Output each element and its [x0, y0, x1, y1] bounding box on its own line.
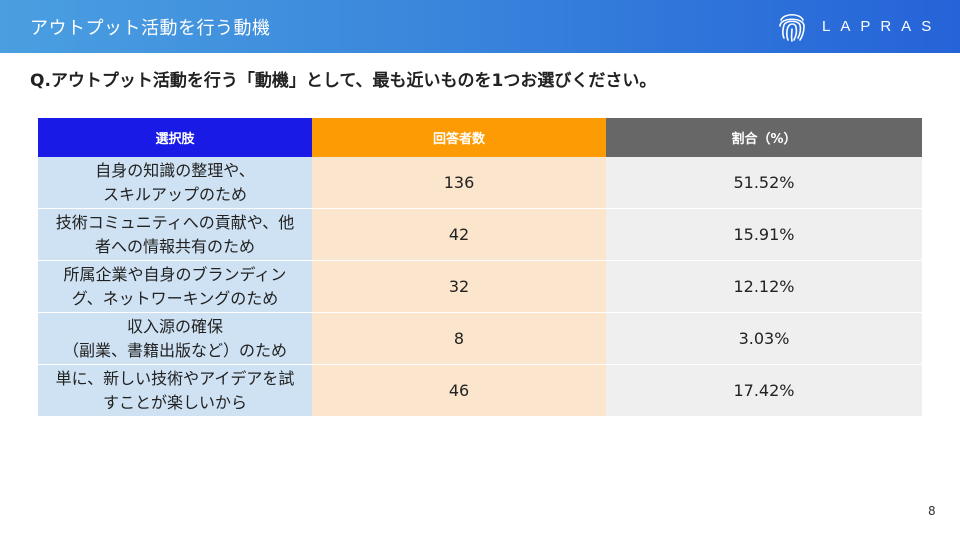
table-header-row: 選択肢 回答者数 割合（%） [38, 118, 922, 157]
table-row: 所属企業や自身のブランディン グ、ネットワーキングのため 32 12.12% [38, 260, 922, 313]
choice-line: 者への情報共有のため [94, 236, 255, 256]
choice-cell: 自身の知識の整理や、 スキルアップのため [38, 157, 312, 209]
percent-cell: 3.03% [606, 312, 922, 365]
count-cell: 42 [312, 208, 606, 261]
choice-line: グ、ネットワーキングのため [71, 288, 279, 308]
survey-table: 選択肢 回答者数 割合（%） 自身の知識の整理や、 スキルアップのため 136 5… [38, 118, 922, 417]
table-row: 収入源の確保 （副業、書籍出版など）のため 8 3.03% [38, 312, 922, 365]
header-percent: 割合（%） [606, 118, 922, 157]
choice-cell: 技術コミュニティへの貢献や、他 者への情報共有のため [38, 208, 312, 261]
choice-cell: 所属企業や自身のブランディン グ、ネットワーキングのため [38, 260, 312, 313]
table-row: 自身の知識の整理や、 スキルアップのため 136 51.52% [38, 157, 922, 209]
header-count: 回答者数 [312, 118, 606, 157]
table-row: 技術コミュニティへの貢献や、他 者への情報共有のため 42 15.91% [38, 208, 922, 261]
percent-cell: 12.12% [606, 260, 922, 313]
choice-line: 単に、新しい技術やアイデアを試 [55, 368, 295, 388]
fingerprint-icon [779, 13, 805, 42]
question-text: Q.アウトプット活動を行う「動機」として、最も近いものを1つお選びください。 [30, 71, 657, 91]
choice-line: 技術コミュニティへの貢献や、他 [55, 212, 295, 232]
count-cell: 32 [312, 260, 606, 313]
page-title: アウトプット活動を行う動機 [30, 18, 271, 39]
header-choice: 選択肢 [38, 118, 312, 157]
count-cell: 136 [312, 157, 606, 209]
choice-line: （副業、書籍出版など）のため [62, 340, 287, 360]
choice-cell: 収入源の確保 （副業、書籍出版など）のため [38, 312, 312, 365]
choice-line: 収入源の確保 [126, 316, 223, 336]
header-bar: アウトプット活動を行う動機 LAPRAS [0, 0, 960, 53]
percent-cell: 15.91% [606, 208, 922, 261]
choice-line: スキルアップのため [102, 184, 247, 204]
page-number: 8 [928, 504, 936, 518]
choice-line: 自身の知識の整理や、 [95, 160, 255, 180]
choice-line: 所属企業や自身のブランディン [63, 264, 287, 284]
logo-wordmark: LAPRAS [822, 18, 942, 35]
count-cell: 8 [312, 312, 606, 365]
choice-line: すことが楽しいから [102, 392, 247, 412]
choice-cell: 単に、新しい技術やアイデアを試 すことが楽しいから [38, 364, 312, 417]
count-cell: 46 [312, 364, 606, 417]
percent-cell: 17.42% [606, 364, 922, 417]
table-row: 単に、新しい技術やアイデアを試 すことが楽しいから 46 17.42% [38, 364, 922, 417]
lapras-logo: LAPRAS [776, 10, 940, 44]
percent-cell: 51.52% [606, 157, 922, 209]
